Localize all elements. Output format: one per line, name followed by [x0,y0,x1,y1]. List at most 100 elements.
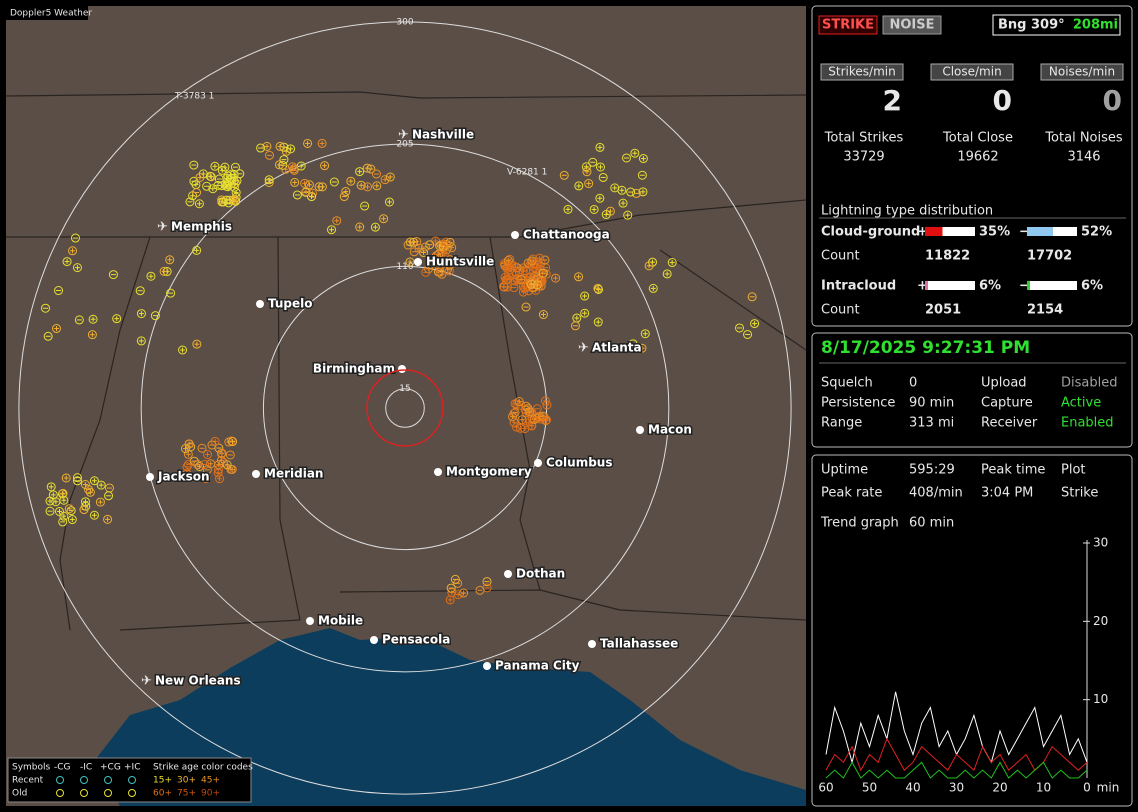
bar [1027,227,1053,236]
strike-symbol [559,170,569,180]
total-value: 33729 [843,150,884,165]
strike-symbol [588,157,598,167]
strike-symbol [638,187,648,197]
strike-symbol [508,412,518,422]
strike-symbol [512,274,522,284]
strike-symbol [192,245,202,255]
strike-symbol [70,233,80,243]
setting: Squelch [821,376,873,391]
strike-symbol [531,285,541,295]
rate-button [820,63,904,81]
legend-symbol [80,776,88,784]
strike-symbol [542,415,552,425]
total-label: Total Noises [1044,131,1123,146]
strike-symbol [279,155,289,165]
strike-symbol [200,459,210,469]
strike-symbol [384,197,394,207]
strike-symbol [135,286,145,296]
strike-symbol [46,482,56,492]
strike-symbol [87,330,97,340]
state-borders [5,91,807,631]
noise-button[interactable] [882,15,942,35]
range-ring [385,388,425,428]
city-label: Huntsville [426,255,494,269]
y-tick-label: 30 [1093,536,1108,550]
strike-symbol [229,182,239,192]
strike-symbol [108,270,118,280]
strike-symbol [425,240,435,250]
strike-symbol [593,317,603,327]
percent: 6% [979,279,1001,294]
strike-symbol [286,144,296,154]
strike-symbol [64,504,74,514]
strike-symbol [517,415,527,425]
strike-symbol [582,167,592,177]
strike-symbol [222,173,232,183]
strike-button-label: STRIKE [822,18,874,33]
bar [925,281,928,290]
strike-symbol [262,141,272,151]
strike-symbol [453,590,463,600]
strike-symbol [589,204,599,214]
total-value: 3146 [1067,150,1100,165]
strike-symbol [595,193,605,203]
y-tick-label: 20 [1093,614,1108,628]
city-label: Chattanooga [523,228,610,242]
strike-symbol [68,246,78,256]
setting: 313 mi [909,416,954,431]
strike-symbol [58,517,68,527]
strike-symbol [203,450,213,460]
strike-symbol [631,188,641,198]
x-tick-label: 50 [862,781,877,795]
strike-symbol [85,487,95,497]
city-label: Memphis [171,220,232,234]
stat: 60 min [909,516,954,531]
strike-symbol [450,574,460,584]
bearing-box [992,14,1121,36]
x-tick-label: 40 [905,781,920,795]
city-label: Tupelo [268,297,313,311]
strike-symbol [438,241,448,251]
strike-symbol [593,283,603,293]
rate-button [930,63,1014,81]
strike-symbol [509,417,519,427]
strike-symbol [662,269,672,279]
stat: Peak rate [821,486,882,501]
strike-button[interactable] [818,15,878,35]
strike-symbol [648,283,658,293]
strike-symbol [201,474,211,484]
strike-symbol [584,179,594,189]
airport-icon: ✈ [141,674,152,689]
strike-symbol [290,177,300,187]
strike-symbol [532,280,542,290]
type-label: Intracloud [821,279,896,294]
bar-track [925,281,975,290]
strike-symbol [72,473,82,483]
rate-value: 2 [883,84,902,117]
x-tick-label: 0 [1083,781,1091,795]
strike-symbol [594,284,604,294]
city-dot [636,426,644,434]
city-dot [504,570,512,578]
percent: 52% [1081,225,1112,240]
strike-symbol [67,515,77,525]
strike-symbol [183,459,193,469]
range-ring [262,265,548,551]
x-tick-label: 20 [992,781,1007,795]
strike-symbol [54,506,64,516]
sign: − [1019,225,1030,240]
legend-age: 90+ [201,789,220,799]
legend-label: Symbols [12,763,51,773]
strike-symbol [41,303,51,313]
strike-symbol [362,163,372,173]
stat: 408/min [909,486,963,501]
count: 17702 [1027,249,1072,264]
strike-symbol [229,169,239,179]
setting: Enabled [1061,416,1114,431]
strike-symbol [79,505,89,515]
range-label: 300 [396,17,413,27]
legend-row: Old [12,789,27,799]
strike-symbol [380,175,390,185]
city-dot [483,662,491,670]
legend-symbol [128,776,136,784]
